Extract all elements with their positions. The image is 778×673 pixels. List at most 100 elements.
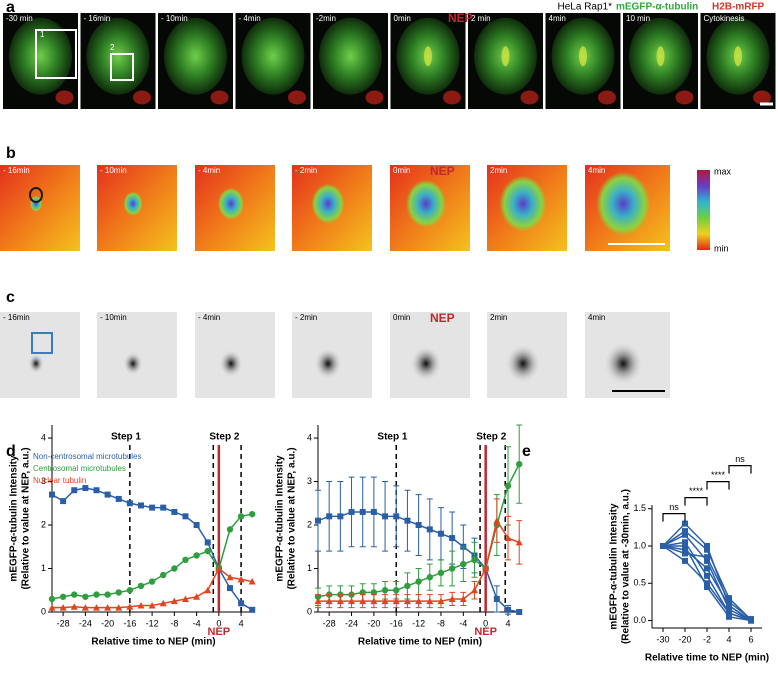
header-stain: H2B-mRFP — [712, 2, 765, 13]
data-point — [137, 502, 144, 509]
data-point — [682, 528, 688, 535]
data-point — [193, 593, 201, 600]
data-point — [516, 460, 523, 468]
y-axis-label: mEGFP-α-tubulin Intensity — [609, 503, 620, 630]
frame-label: - 16min — [84, 14, 111, 23]
y-tick-label: 4 — [41, 432, 46, 442]
cell-signal — [164, 17, 227, 95]
roi-box — [35, 29, 77, 79]
panel-label: b — [6, 145, 16, 162]
data-point — [171, 508, 178, 515]
chromosomes — [424, 46, 432, 67]
data-point — [449, 535, 456, 542]
heatmap-spot — [123, 191, 143, 216]
data-point — [726, 602, 732, 609]
data-point — [193, 552, 200, 559]
significance-bracket — [662, 513, 686, 522]
data-point — [359, 597, 367, 605]
significance-label: ns — [735, 454, 745, 464]
x-axis-label: Relative time to NEP (min) — [91, 637, 215, 648]
data-point — [81, 604, 89, 611]
y-axis-label: (Relative to value at NEP, a.u.) — [287, 447, 298, 589]
data-point — [249, 510, 256, 518]
data-point — [392, 597, 400, 605]
significance-bracket — [684, 497, 708, 506]
y-tick-label: 1 — [41, 563, 46, 573]
heatmap-spot — [218, 187, 244, 220]
frame-label: - 10min — [161, 14, 188, 23]
data-point — [704, 584, 710, 590]
data-point — [704, 565, 710, 572]
data-point — [249, 606, 256, 613]
colorbar-label: max — [714, 166, 732, 176]
data-point — [415, 578, 422, 585]
data-point — [204, 586, 212, 594]
data-point — [137, 582, 145, 590]
data-point — [59, 604, 67, 611]
y-tick-label: 0.0 — [633, 615, 646, 625]
frame-label: - 16min — [3, 313, 30, 322]
data-point — [726, 606, 732, 613]
nep-label: NEP — [448, 11, 473, 25]
data-point — [226, 585, 233, 592]
data-point — [504, 534, 512, 542]
roi-label: 1 — [40, 30, 45, 39]
data-point — [82, 485, 89, 492]
legend-entry: Non-centrosomal microtubules — [33, 452, 142, 461]
data-point — [682, 539, 688, 546]
data-point — [126, 587, 134, 594]
colorbar — [697, 170, 710, 250]
chromatin-signal — [520, 90, 539, 105]
frame-label: 10 min — [626, 14, 650, 23]
step-label: Step 2 — [209, 432, 239, 443]
data-point — [60, 498, 67, 505]
x-tick-label: -4 — [193, 618, 201, 628]
significance-label: **** — [711, 470, 726, 480]
data-point — [381, 597, 389, 605]
y-tick-label: 2 — [41, 519, 46, 529]
x-tick-label: -8 — [437, 618, 445, 628]
data-point — [170, 597, 178, 605]
chromatin-signal — [288, 90, 306, 105]
data-point — [115, 589, 122, 596]
y-axis-label: mEGFP-α-tubulin Intensity — [275, 455, 286, 582]
legend-entry: Centrosomal microtubules — [33, 464, 126, 473]
x-tick-label: -30 — [656, 634, 669, 644]
chromatin-signal — [133, 90, 151, 105]
data-point — [682, 550, 688, 557]
frame-label: -2min — [316, 14, 336, 23]
data-point — [516, 609, 523, 615]
data-point — [704, 543, 710, 549]
data-point — [59, 593, 67, 600]
data-point — [404, 582, 411, 590]
x-tick-label: -20 — [101, 618, 114, 628]
data-point — [515, 538, 523, 546]
data-point — [204, 547, 211, 555]
x-tick-label: 4 — [506, 618, 511, 628]
data-point — [393, 513, 400, 520]
data-point — [160, 571, 167, 579]
frame-label: - 2min — [295, 313, 317, 322]
series-line — [51, 513, 253, 600]
significance-label: **** — [689, 486, 704, 496]
data-point — [137, 601, 145, 609]
frame-label: Cytokinesis — [704, 14, 745, 23]
data-point — [748, 617, 754, 624]
colorbar-label: min — [714, 243, 729, 253]
centrosome-signal — [28, 353, 44, 374]
data-point — [82, 593, 89, 600]
significance-label: ns — [669, 502, 679, 512]
data-point — [148, 578, 156, 585]
data-point — [704, 557, 710, 564]
x-tick-label: -16 — [390, 618, 403, 628]
data-point — [426, 526, 433, 533]
data-point — [115, 495, 122, 502]
data-point — [49, 491, 55, 498]
data-point — [238, 600, 245, 607]
panel-label: c — [6, 289, 15, 306]
data-point — [182, 513, 189, 520]
data-point — [459, 595, 467, 602]
frame-label: 0min — [394, 14, 411, 23]
panel-label: a — [6, 0, 15, 16]
